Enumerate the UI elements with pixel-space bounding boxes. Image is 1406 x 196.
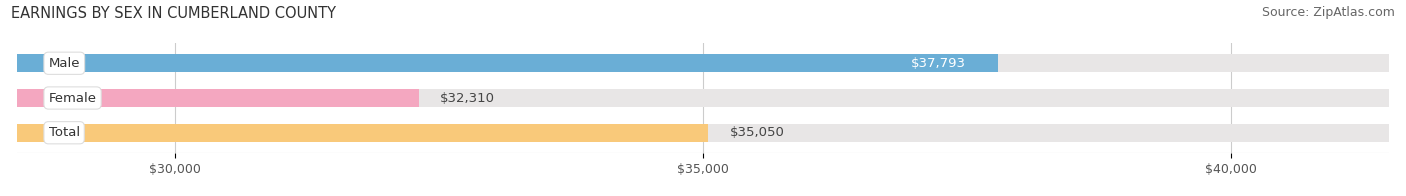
Text: Female: Female — [49, 92, 97, 104]
Text: $32,310: $32,310 — [440, 92, 495, 104]
Text: Total: Total — [49, 126, 80, 139]
Bar — [17, 54, 1389, 72]
Text: EARNINGS BY SEX IN CUMBERLAND COUNTY: EARNINGS BY SEX IN CUMBERLAND COUNTY — [11, 6, 336, 21]
Bar — [17, 124, 1389, 142]
Bar — [17, 89, 1389, 107]
Text: Source: ZipAtlas.com: Source: ZipAtlas.com — [1261, 6, 1395, 19]
Bar — [17, 124, 709, 142]
Text: $37,793: $37,793 — [911, 57, 966, 70]
Bar — [17, 89, 419, 107]
Text: Male: Male — [49, 57, 80, 70]
Bar — [17, 54, 998, 72]
Text: $35,050: $35,050 — [730, 126, 785, 139]
